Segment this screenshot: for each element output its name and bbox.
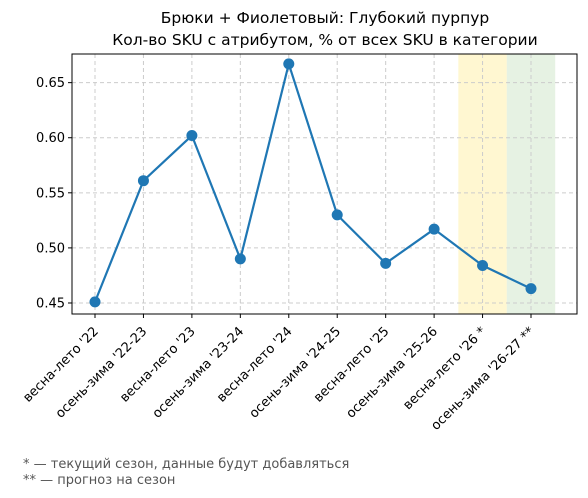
data-point (525, 283, 537, 295)
data-point (234, 253, 246, 265)
footnote-current: * — текущий сезон, данные будут добавлят… (23, 457, 350, 472)
data-point (283, 58, 295, 70)
data-point (428, 223, 440, 235)
y-tick-label: 0.45 (36, 296, 65, 311)
footnote-forecast: ** — прогноз на сезон (23, 473, 176, 488)
y-tick-label: 0.55 (36, 186, 65, 201)
x-tick-label: осень-зима '23-24 (150, 324, 247, 421)
y-tick-label: 0.65 (36, 76, 65, 91)
y-tick-label: 0.50 (36, 241, 65, 256)
chart-subtitle: Кол-во SKU с атрибутом, % от всех SKU в … (112, 31, 537, 49)
plot-frame (71, 53, 578, 315)
data-point (137, 175, 149, 187)
data-point (380, 257, 392, 269)
x-tick-label: осень-зима '22-23 (53, 324, 150, 421)
data-point (89, 296, 101, 308)
data-point (331, 209, 343, 221)
x-tick-label: весна-лето '26 * (401, 324, 490, 413)
x-tick-label: осень-зима '25-26 (344, 324, 441, 421)
y-tick-label: 0.60 (36, 131, 65, 146)
data-point (186, 130, 198, 142)
series-line (93, 62, 532, 303)
data-point (477, 260, 489, 272)
x-tick-label: осень-зима '24-25 (247, 324, 344, 421)
chart-title: Брюки + Фиолетовый: Глубокий пурпур (161, 9, 490, 27)
